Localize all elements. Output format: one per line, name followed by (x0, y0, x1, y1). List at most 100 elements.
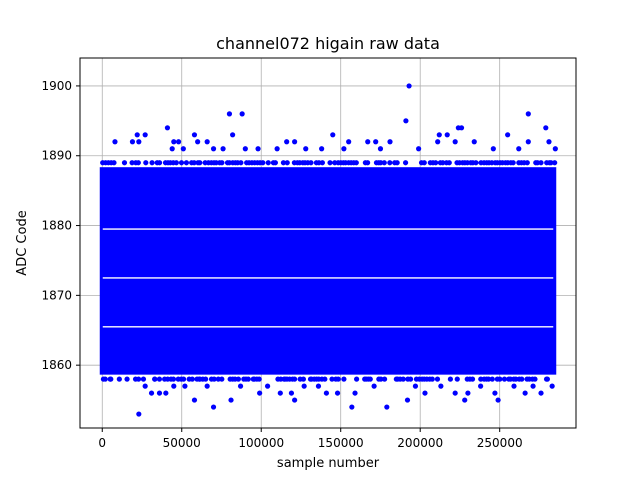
data-point (525, 111, 531, 117)
data-point (156, 390, 163, 396)
data-point (444, 132, 450, 138)
data-point (171, 139, 177, 145)
y-tick-label: 1890 (41, 149, 72, 163)
data-point (210, 146, 217, 152)
data-point (204, 383, 210, 389)
data-point (492, 390, 498, 396)
data-point (403, 118, 409, 124)
y-tick-label: 1870 (41, 288, 72, 302)
data-point (452, 139, 458, 145)
data-point (352, 390, 358, 396)
data-point (182, 383, 188, 389)
data-point (471, 139, 477, 145)
data-point (140, 376, 147, 382)
data-point (381, 376, 388, 382)
data-point (447, 376, 454, 382)
data-point (277, 390, 283, 396)
data-point (349, 404, 355, 410)
data-point (329, 376, 335, 382)
data-point (387, 139, 393, 145)
data-point (490, 146, 496, 152)
x-tick-label: 50000 (163, 436, 201, 450)
data-point (378, 376, 384, 382)
data-point (135, 160, 141, 166)
data-point (272, 160, 278, 166)
data-point (552, 146, 558, 152)
data-point (239, 111, 245, 117)
data-point (156, 160, 163, 166)
data-point (394, 160, 400, 166)
data-point (250, 376, 256, 382)
y-tick-label: 1860 (41, 358, 72, 372)
data-point (178, 160, 185, 166)
x-tick-label: 100000 (238, 436, 284, 450)
data-point (180, 146, 186, 152)
data-point (303, 146, 309, 152)
data-point (446, 160, 452, 166)
data-point (319, 160, 325, 166)
data-point (387, 160, 393, 166)
data-point (156, 376, 163, 382)
data-point (511, 383, 517, 389)
data-point (164, 125, 171, 131)
data-point (402, 160, 409, 166)
data-point (129, 160, 135, 166)
data-point (485, 376, 492, 382)
data-point (421, 160, 427, 166)
data-point (301, 383, 307, 389)
data-point (135, 376, 142, 382)
data-point (454, 376, 460, 382)
data-point (265, 160, 271, 166)
data-point (204, 139, 210, 145)
data-point (334, 390, 341, 396)
data-point (548, 160, 554, 166)
data-point (384, 404, 390, 410)
data-point (256, 376, 262, 382)
data-point (519, 376, 525, 382)
x-axis-ticks: 0 50000 100000 150000 200000 250000 (98, 428, 523, 450)
data-point (353, 160, 359, 166)
data-point (458, 125, 465, 131)
data-point (210, 404, 217, 410)
data-point (552, 160, 558, 166)
dense-sample-band (99, 167, 557, 375)
data-point (322, 376, 328, 382)
data-point (365, 160, 371, 166)
data-point (173, 160, 179, 166)
data-point (341, 146, 347, 152)
chart-title: channel072 higain raw data (216, 34, 440, 53)
data-point (371, 383, 377, 389)
data-point (134, 132, 140, 138)
data-point (226, 111, 233, 117)
data-point (191, 132, 198, 138)
data-point (152, 376, 158, 382)
data-point (121, 160, 128, 166)
data-point (412, 383, 419, 389)
data-point (264, 383, 271, 389)
data-point (203, 376, 209, 382)
x-axis-label: sample number (277, 456, 380, 471)
data-point (543, 125, 549, 131)
data-point (433, 160, 439, 166)
data-point (237, 383, 244, 389)
data-point (422, 390, 428, 396)
data-point (435, 139, 441, 145)
data-point (180, 376, 187, 382)
data-point (107, 376, 113, 382)
data-point (175, 139, 182, 145)
data-point (335, 376, 341, 382)
data-point (292, 376, 298, 382)
data-point (191, 160, 197, 166)
data-point (524, 160, 530, 166)
data-point (381, 160, 387, 166)
y-tick-label: 1900 (41, 79, 72, 93)
data-point (211, 376, 217, 382)
data-point (228, 397, 234, 403)
data-point (257, 390, 263, 396)
data-point (319, 146, 325, 152)
data-point (510, 160, 516, 166)
data-point (136, 411, 142, 417)
data-point (170, 376, 177, 382)
data-point (129, 139, 136, 145)
x-tick-label: 200000 (397, 436, 443, 450)
